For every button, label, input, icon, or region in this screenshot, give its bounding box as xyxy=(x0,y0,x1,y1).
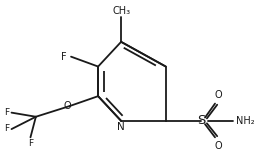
Text: F: F xyxy=(61,52,67,62)
Text: NH₂: NH₂ xyxy=(236,116,255,126)
Text: F: F xyxy=(4,108,9,117)
Text: O: O xyxy=(63,101,71,111)
Text: N: N xyxy=(117,122,125,132)
Text: F: F xyxy=(4,124,9,133)
Text: F: F xyxy=(28,139,33,148)
Text: O: O xyxy=(215,141,222,151)
Text: CH₃: CH₃ xyxy=(112,5,130,15)
Text: O: O xyxy=(215,90,222,100)
Text: S: S xyxy=(197,114,205,127)
